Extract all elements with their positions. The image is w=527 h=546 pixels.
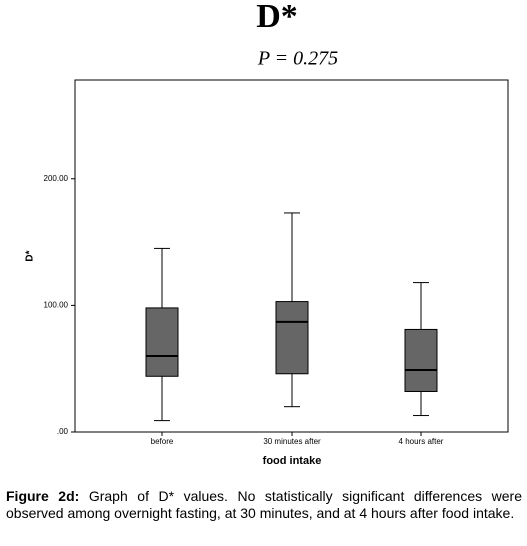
box — [145, 307, 179, 377]
caption-text: Graph of D* values. No statistically sig… — [6, 488, 522, 521]
x-tick-label: 30 minutes after — [263, 437, 321, 446]
chart: D* P = 0.275 D* food intake .00 100.00 200… — [25, 0, 509, 467]
chart-subtitle: P = 0.275 — [257, 48, 338, 70]
x-tick-label: 4 hours after — [399, 437, 444, 446]
chart-title: D* — [256, 0, 298, 35]
y-tick-label: 100.00 — [44, 300, 69, 309]
y-tick-label: .00 — [57, 427, 69, 436]
box — [404, 328, 438, 392]
y-axis-label: D* — [25, 250, 36, 261]
x-tick-label: before — [151, 437, 174, 446]
y-tick-label: 200.00 — [44, 174, 69, 183]
caption: Figure 2d: Graph of D* values. No statis… — [6, 488, 522, 522]
box — [275, 301, 309, 375]
caption-label: Figure 2d: — [6, 488, 80, 504]
x-axis-label: food intake — [263, 455, 322, 467]
